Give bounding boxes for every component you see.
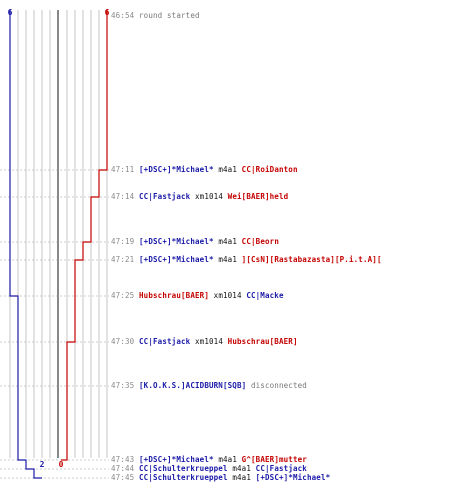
log-timestamp: 47:21	[111, 255, 135, 264]
weapon-name: m4a1	[213, 165, 242, 174]
log-timestamp: 47:19	[111, 237, 135, 246]
blue-player-name: CC|Fastjack	[139, 337, 191, 346]
weapon-name: xm1014	[190, 192, 228, 201]
red-player-name: G^[BAER]mutter	[241, 455, 307, 464]
graph-grid	[9, 10, 108, 458]
log-entry: 47:30 CC|Fastjack xm1014 Hubschrau[BAER]	[111, 337, 298, 347]
log-timestamp: 47:30	[111, 337, 135, 346]
blue-player-name: [+DSC+]*Michael*	[139, 455, 214, 464]
blue-player-name: CC|Schulterkrueppel	[139, 464, 228, 473]
red-player-name: Wei[BAER]held	[227, 192, 289, 201]
log-entry: 47:14 CC|Fastjack xm1014 Wei[BAER]held	[111, 192, 288, 202]
blue-final-score: 2	[40, 460, 45, 469]
blue-player-name: [+DSC+]*Michael*	[255, 473, 331, 482]
blue-player-name: CC|Schulterkrueppel	[139, 473, 228, 482]
blue-start-score: 6	[8, 8, 13, 17]
log-entry: 47:44 CC|Schulterkrueppel m4a1 CC|Fastja…	[111, 464, 307, 474]
blue-player-name: [+DSC+]*Michael*	[139, 165, 214, 174]
log-entry: 47:45 CC|Schulterkrueppel m4a1 [+DSC+]*M…	[111, 473, 330, 483]
log-entry: 47:43 [+DSC+]*Michael* m4a1 G^[BAER]mutt…	[111, 455, 307, 465]
log-timestamp: 47:14	[111, 192, 135, 201]
weapon-name: xm1014	[208, 291, 247, 300]
log-entry: 47:35 [K.O.K.S.]ACIDBURN[SQB] disconnect…	[111, 381, 307, 391]
blue-player-name: [+DSC+]*Michael*	[139, 237, 214, 246]
red-start-score: 6	[105, 8, 110, 17]
log-timestamp: 47:35	[111, 381, 135, 390]
blue-player-name: CC|Macke	[246, 291, 284, 300]
log-entry: 47:11 [+DSC+]*Michael* m4a1 CC|RoiDanton	[111, 165, 298, 175]
log-message: round started	[139, 11, 200, 20]
log-timestamp: 47:25	[111, 291, 135, 300]
event-guides	[0, 169, 109, 479]
red-player-name: CC|Beorn	[241, 237, 279, 246]
red-player-name: Hubschrau[BAER]	[227, 337, 298, 346]
weapon-name: xm1014	[190, 337, 228, 346]
red-team-score-line	[61, 10, 108, 461]
blue-player-name: CC|Fastjack	[255, 464, 307, 473]
weapon-name: m4a1	[213, 455, 242, 464]
log-entry: 46:54 round started	[111, 11, 200, 21]
weapon-name: m4a1	[227, 464, 256, 473]
log-entry: 47:19 [+DSC+]*Michael* m4a1 CC|Beorn	[111, 237, 279, 247]
log-timestamp: 46:54	[111, 11, 135, 20]
blue-player-name: [+DSC+]*Michael*	[139, 255, 214, 264]
blue-team-score-line	[9, 10, 42, 479]
red-final-score: 0	[59, 460, 64, 469]
red-player-name: Hubschrau[BAER]	[139, 291, 209, 300]
log-entry: 47:25 Hubschrau[BAER] xm1014 CC|Macke	[111, 291, 284, 301]
red-player-name: CC|RoiDanton	[241, 165, 298, 174]
red-player-name: ][CsN][Rastabazasta][P.i.t.A][	[241, 255, 382, 264]
weapon-name: m4a1	[213, 255, 242, 264]
log-timestamp: 47:44	[111, 464, 135, 473]
log-entry: 47:21 [+DSC+]*Michael* m4a1 ][CsN][Rasta…	[111, 255, 382, 265]
log-message: disconnected	[246, 381, 307, 390]
score-lines	[9, 10, 108, 479]
blue-player-name: [K.O.K.S.]ACIDBURN[SQB]	[139, 381, 247, 390]
blue-player-name: CC|Fastjack	[139, 192, 191, 201]
weapon-name: m4a1	[227, 473, 256, 482]
log-timestamp: 47:43	[111, 455, 135, 464]
weapon-name: m4a1	[213, 237, 242, 246]
log-timestamp: 47:45	[111, 473, 135, 482]
log-timestamp: 47:11	[111, 165, 135, 174]
